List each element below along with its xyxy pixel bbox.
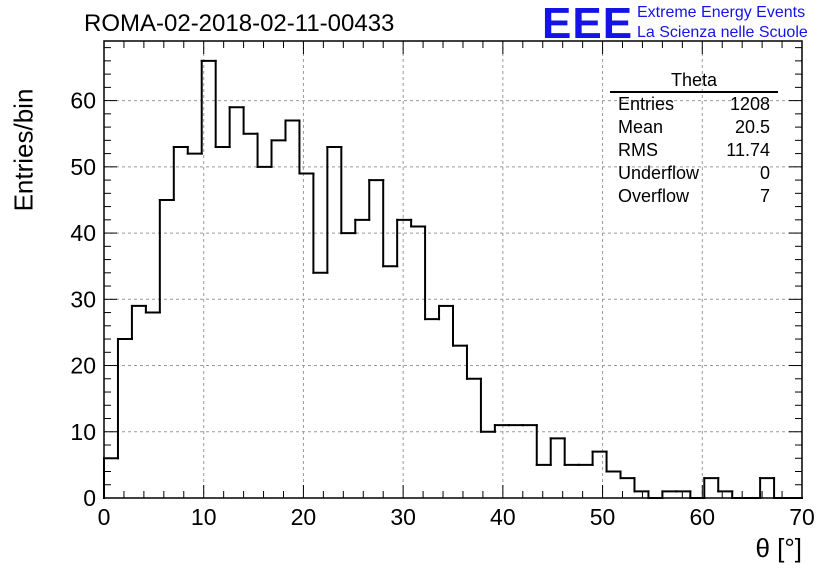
stats-value: 11.74: [726, 140, 770, 160]
x-tick-label: 50: [590, 504, 616, 530]
x-tick-label: 70: [789, 504, 815, 530]
stats-row-overflow: Overflow 7: [610, 185, 778, 208]
chart-title: ROMA-02-2018-02-11-00433: [84, 10, 395, 37]
y-tick-label: 40: [70, 220, 96, 246]
x-tick-label: 0: [98, 504, 111, 530]
x-tick-label: 30: [390, 504, 416, 530]
y-tick-label: 10: [70, 419, 96, 445]
stats-value: 0: [759, 163, 770, 183]
x-axis-label: θ [°]: [755, 533, 802, 563]
y-axis-label: Entries/bin: [8, 88, 39, 212]
eee-logo: EEE: [542, 0, 634, 48]
stats-title: Theta: [610, 70, 778, 93]
grid-lines: [104, 41, 802, 498]
stats-label: Entries: [618, 94, 675, 114]
stats-row-underflow: Underflow 0: [610, 162, 778, 185]
stats-row-entries: Entries 1208: [610, 93, 778, 116]
y-tick-label: 20: [70, 353, 96, 379]
y-axis-label-box: Entries/bin: [4, 89, 44, 212]
stats-label: Underflow: [618, 163, 700, 183]
stats-box: Theta Entries 1208 Mean 20.5 RMS 11.74 Unde…: [610, 70, 778, 208]
stats-row-rms: RMS 11.74: [610, 139, 778, 162]
stats-value: 1208: [729, 94, 770, 114]
stats-value: 20.5: [734, 117, 770, 137]
stats-label: Overflow: [618, 186, 690, 206]
y-tick-label: 0: [83, 485, 96, 511]
x-tick-label: 40: [490, 504, 516, 530]
x-tick-label: 20: [291, 504, 317, 530]
logo-line-2: La Scienza nelle Scuole: [637, 24, 808, 41]
x-tick-label: 60: [689, 504, 715, 530]
y-tick-label: 50: [70, 154, 96, 180]
stats-label: RMS: [618, 140, 658, 160]
stats-label: Mean: [618, 117, 664, 137]
logo-line-1: Extreme Energy Events: [637, 4, 806, 21]
y-tick-label: 60: [70, 88, 96, 114]
plot-frame: [103, 40, 803, 499]
stats-value: 7: [759, 186, 770, 206]
stats-row-mean: Mean 20.5: [610, 116, 778, 139]
x-tick-label: 10: [191, 504, 217, 530]
y-tick-label: 30: [70, 286, 96, 312]
